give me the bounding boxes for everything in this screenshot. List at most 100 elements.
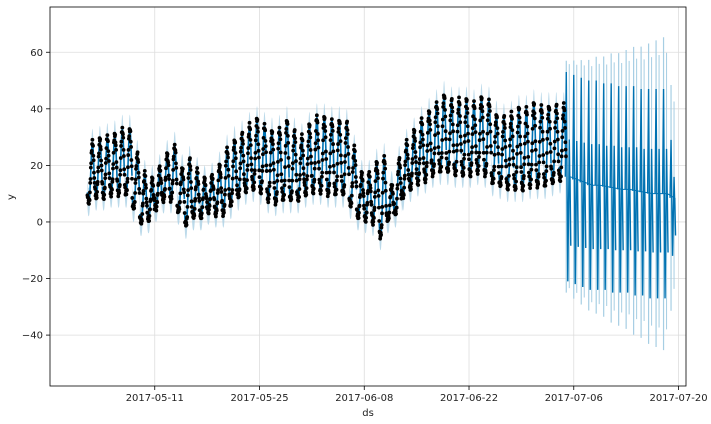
- observed-point: [96, 169, 100, 174]
- observed-point: [323, 124, 327, 129]
- observed-point: [167, 177, 171, 181]
- observed-point: [293, 136, 297, 141]
- observed-point: [294, 159, 298, 164]
- observed-point: [522, 155, 527, 160]
- observed-point: [345, 119, 350, 124]
- observed-point: [267, 180, 272, 185]
- observed-point: [301, 166, 306, 171]
- observed-point: [117, 190, 122, 195]
- observed-point: [109, 194, 114, 199]
- observed-point: [503, 145, 508, 149]
- observed-point: [186, 171, 191, 176]
- observed-point: [162, 194, 167, 199]
- observed-point: [279, 179, 284, 183]
- observed-point: [527, 174, 532, 179]
- x-tick-label: 2017-05-25: [230, 393, 288, 404]
- observed-point: [392, 201, 397, 206]
- observed-point: [375, 171, 380, 176]
- observed-point: [165, 152, 170, 156]
- observed-point: [462, 156, 466, 161]
- observed-point: [532, 111, 537, 116]
- y-tick-label: 60: [30, 48, 43, 59]
- observed-point: [107, 159, 111, 163]
- observed-point: [255, 117, 260, 122]
- observed-point: [338, 121, 342, 126]
- observed-point: [502, 113, 507, 118]
- observed-point: [521, 183, 526, 188]
- observed-point: [136, 175, 141, 180]
- observed-point: [504, 176, 509, 181]
- observed-point: [436, 151, 441, 156]
- observed-point: [230, 188, 235, 192]
- observed-point: [171, 157, 176, 162]
- observed-point: [192, 213, 197, 218]
- observed-point: [99, 163, 104, 168]
- observed-point: [434, 100, 439, 105]
- observed-point: [428, 122, 432, 127]
- observed-point: [405, 143, 410, 148]
- observed-point: [547, 107, 552, 112]
- observed-point: [317, 166, 321, 171]
- observed-point: [514, 179, 518, 184]
- observed-point: [559, 174, 563, 179]
- observed-point: [345, 128, 350, 132]
- observed-point: [242, 172, 246, 177]
- observed-point: [473, 117, 477, 122]
- observed-point: [459, 148, 464, 153]
- observed-point: [560, 148, 564, 153]
- observed-point: [377, 205, 381, 210]
- observed-point: [272, 180, 277, 185]
- observed-point: [283, 143, 288, 148]
- observed-point: [174, 166, 179, 170]
- observed-point: [539, 103, 544, 107]
- observed-point: [360, 178, 365, 183]
- observed-point: [487, 97, 491, 102]
- observed-point: [356, 216, 361, 220]
- observed-point: [331, 149, 336, 154]
- observed-point: [117, 183, 122, 187]
- observed-point: [110, 187, 114, 192]
- observed-point: [364, 215, 369, 220]
- observed-point: [394, 211, 398, 216]
- observed-point: [533, 148, 538, 152]
- observed-point: [260, 164, 265, 169]
- observed-point: [497, 171, 501, 175]
- observed-point: [380, 190, 385, 195]
- observed-point: [406, 172, 411, 177]
- observed-point: [459, 142, 463, 146]
- observed-point: [346, 152, 351, 156]
- observed-point: [331, 163, 336, 168]
- observed-point: [461, 165, 466, 170]
- observed-point: [145, 203, 149, 208]
- observed-point: [245, 168, 250, 172]
- observed-point: [298, 156, 303, 161]
- observed-point: [330, 128, 335, 133]
- observed-point: [339, 174, 344, 179]
- observed-point: [350, 181, 355, 185]
- observed-point: [319, 183, 324, 188]
- observed-point: [492, 168, 496, 173]
- observed-point: [297, 187, 302, 191]
- observed-point: [488, 109, 492, 113]
- observed-point: [376, 176, 380, 181]
- observed-point: [402, 173, 407, 178]
- observed-point: [355, 207, 359, 212]
- observed-point: [216, 188, 220, 193]
- observed-point: [335, 174, 340, 179]
- observed-point: [335, 161, 340, 166]
- observed-point: [395, 183, 400, 187]
- observed-point: [238, 166, 243, 171]
- observed-point: [447, 160, 451, 165]
- observed-point: [234, 169, 239, 174]
- observed-point: [485, 145, 489, 149]
- observed-point: [170, 178, 175, 183]
- observed-point: [308, 131, 312, 136]
- observed-point: [262, 121, 267, 126]
- observed-point: [237, 187, 242, 192]
- observed-point: [287, 178, 292, 183]
- observed-point: [474, 161, 479, 165]
- observed-point: [428, 127, 433, 132]
- observed-point: [537, 154, 542, 158]
- observed-point: [528, 186, 533, 191]
